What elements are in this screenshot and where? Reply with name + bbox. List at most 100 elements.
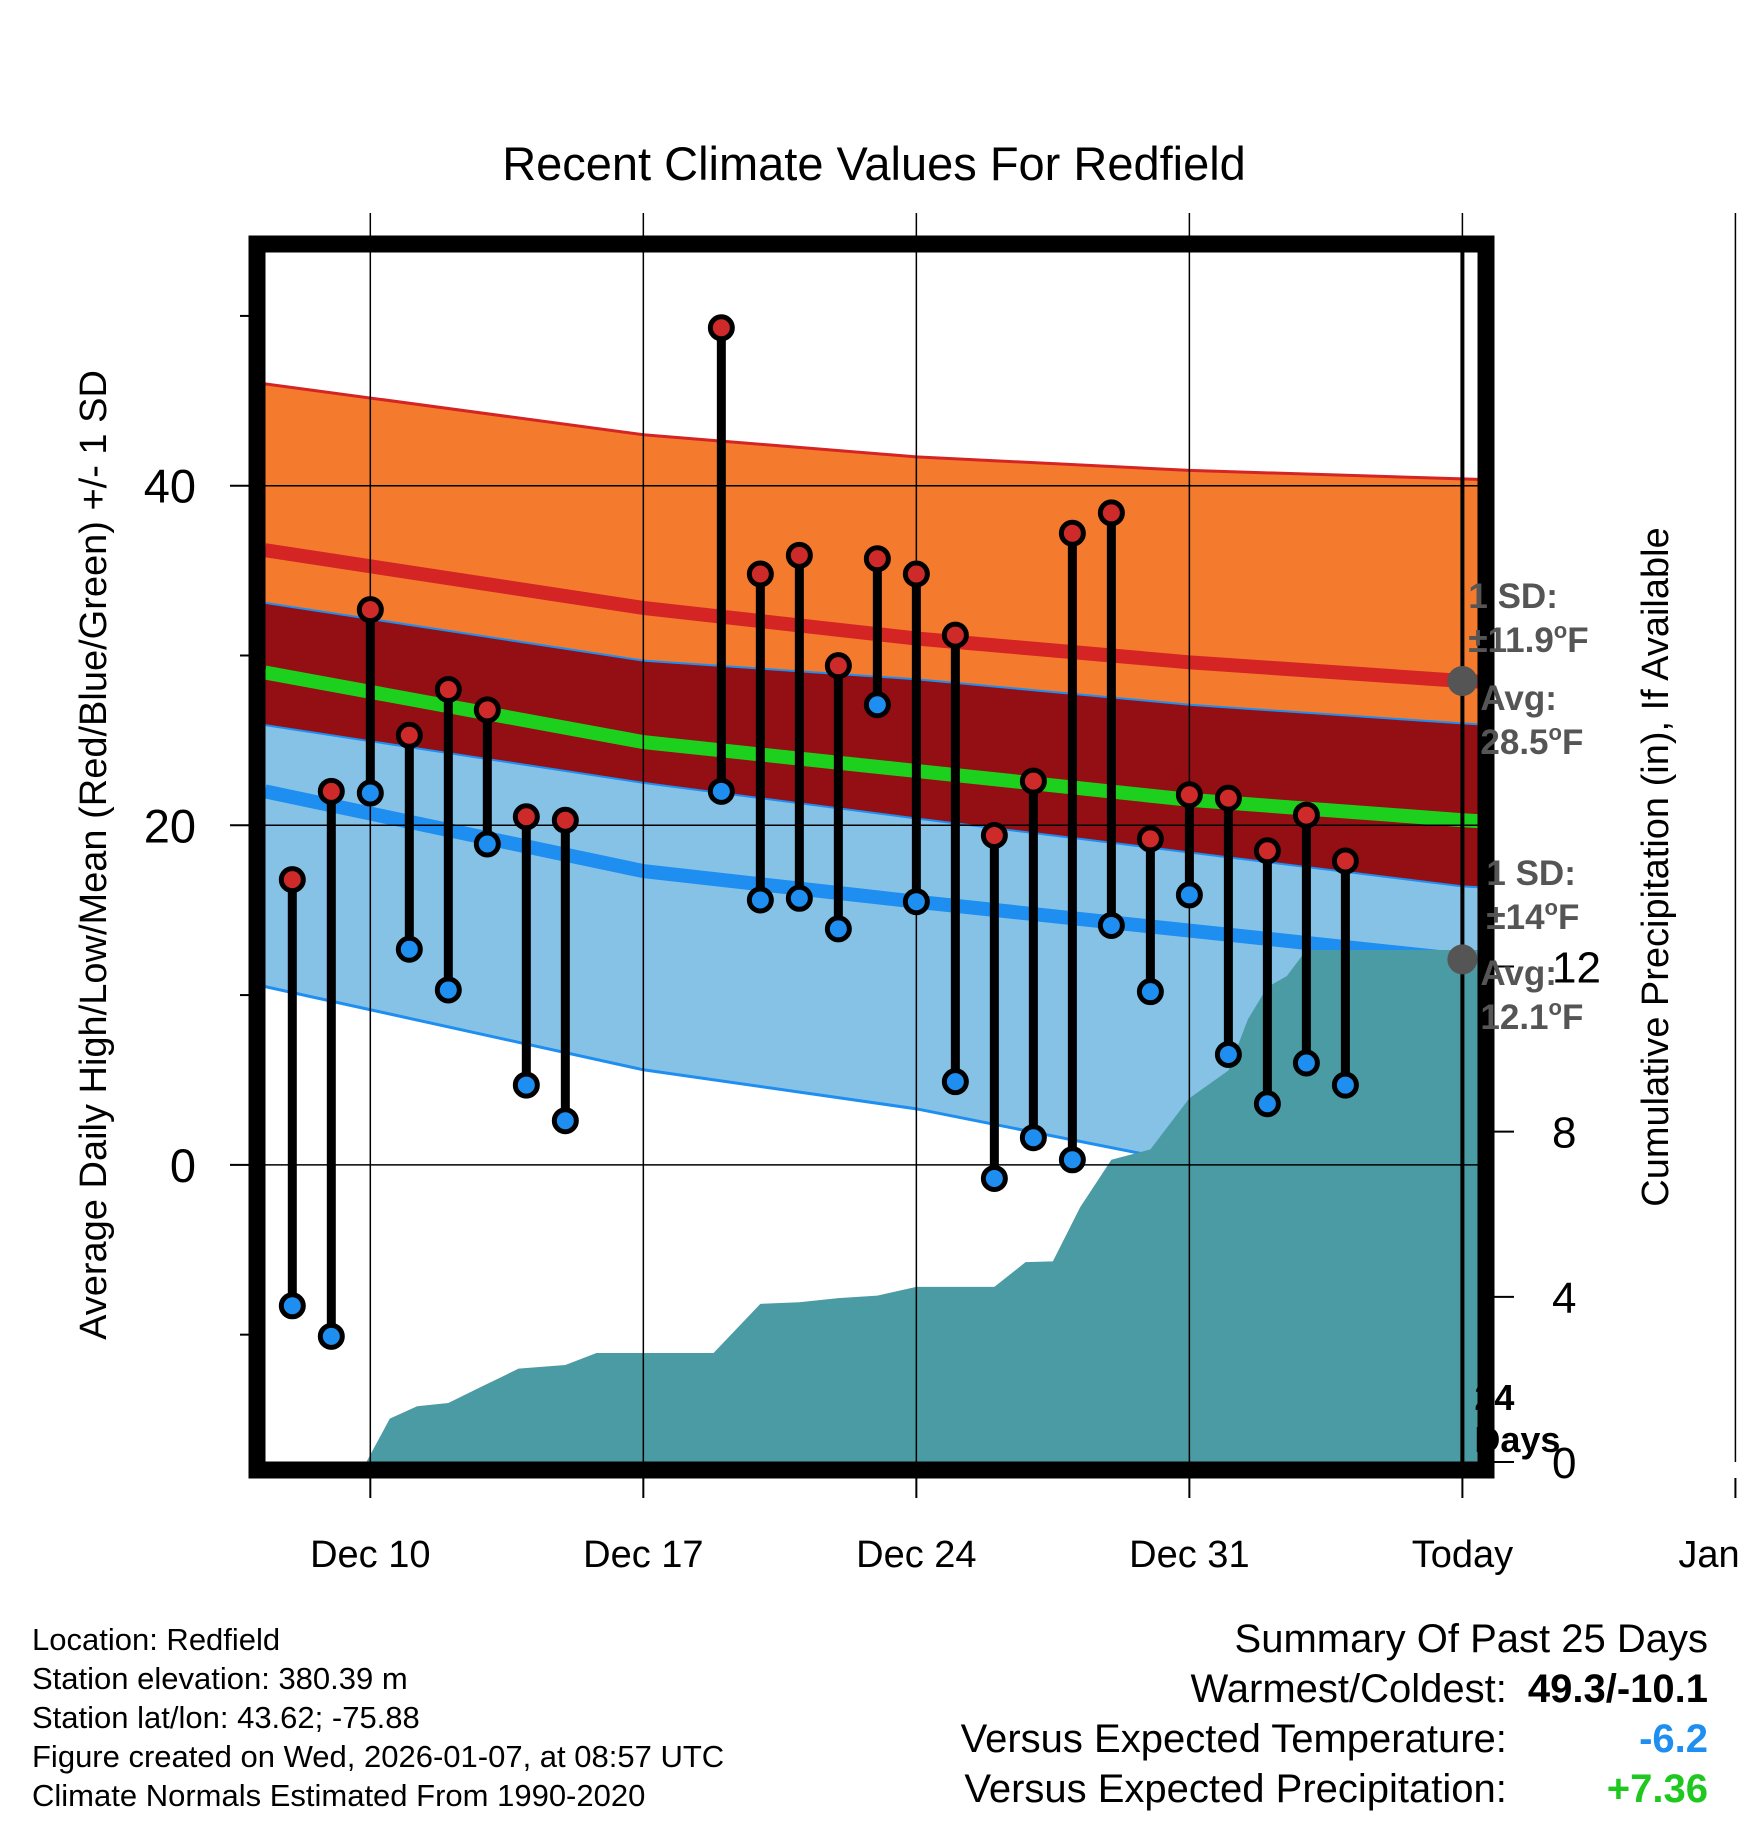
daily-high-point [1175, 781, 1203, 809]
daily-low-point [707, 777, 735, 805]
y2-axis-label: Cumulative Precipitation (in), If Availa… [1635, 527, 1677, 1206]
summary-warm-cold: Warmest/Coldest: 49.3/-10.1 [961, 1664, 1709, 1714]
climate-chart: Recent Climate Values For Redfield 24Day… [73, 137, 1748, 1600]
temp-label: Versus Expected Temperature: [960, 1717, 1507, 1761]
daily-high-point [1331, 847, 1359, 875]
daily-high-point [395, 721, 423, 749]
low-avg-marker [1447, 944, 1478, 975]
daily-high-point [824, 652, 852, 680]
daily-low-point [512, 1071, 540, 1099]
warm-cold-value: 49.3/-10.1 [1527, 1667, 1708, 1711]
y-tick-label: 40 [144, 460, 196, 513]
summary-title: Summary Of Past 25 Days [1234, 1617, 1708, 1661]
temp-value: -6.2 [1639, 1717, 1708, 1761]
daily-low-point [980, 1164, 1008, 1192]
daily-low-point [1097, 911, 1125, 939]
daily-low-point [1136, 978, 1164, 1006]
daily-low-point [356, 779, 384, 807]
created-text: Figure created on Wed, 2026-01-07, at 08… [32, 1739, 725, 1774]
high-avg-value: 28.5oF [1480, 720, 1583, 762]
precipitation-area [327, 949, 1478, 1462]
high-sd-value: ±11.9oF [1468, 618, 1588, 660]
warm-cold-label: Warmest/Coldest: [1190, 1667, 1507, 1711]
daily-low-point [746, 886, 774, 914]
daily-low-point [395, 935, 423, 963]
daily-low-point [1292, 1049, 1320, 1077]
y2-tick-label: 8 [1552, 1109, 1576, 1158]
high-avg-marker [1447, 665, 1478, 696]
daily-high-point [785, 541, 813, 569]
daily-low-point [902, 888, 930, 916]
daily-low-point [1058, 1146, 1086, 1174]
daily-high-point [434, 675, 462, 703]
high-avg-label: Avg: [1480, 679, 1556, 718]
daily-high-point [1019, 767, 1047, 795]
daily-low-point [941, 1068, 969, 1096]
summary-precipitation: Versus Expected Precipitation: +7.36 [961, 1764, 1708, 1814]
x-tick-label: Jan 14 [1678, 1534, 1748, 1576]
y2-tick-label: 12 [1552, 943, 1601, 992]
daily-low-point [1253, 1090, 1281, 1118]
daily-low-point [434, 976, 462, 1004]
axes: Dec 10 Dec 17 Dec 24 Dec 31 Today Jan 14 Day 0 2… [73, 314, 1748, 1600]
daily-high-point [512, 803, 540, 831]
location-text: Location: Redfield [32, 1622, 281, 1657]
daily-high-point [551, 806, 579, 834]
x-tick-label: Dec 10 [310, 1534, 430, 1576]
daily-high-point [707, 314, 735, 342]
daily-high-point [356, 596, 384, 624]
y2-tick-label: 4 [1552, 1274, 1576, 1323]
y-tick-label: 0 [170, 1139, 196, 1192]
daily-high-point [1292, 801, 1320, 829]
precip-value: +7.36 [1606, 1767, 1708, 1811]
normals-text: Climate Normals Estimated From 1990-2020 [32, 1778, 646, 1813]
low-sd-label: 1 SD: [1486, 854, 1575, 893]
daily-high-point [863, 545, 891, 573]
daily-high-point [1058, 519, 1086, 547]
y2-tick-label: 0 [1552, 1439, 1576, 1488]
plot-frame [248, 235, 1495, 1479]
daily-high-point [902, 560, 930, 588]
x-tick-label: Dec 17 [583, 1534, 703, 1576]
daily-high-point [473, 696, 501, 724]
daily-high-point [1214, 784, 1242, 812]
daily-low-point [863, 691, 891, 719]
summary-temperature: Versus Expected Temperature: -6.2 [961, 1714, 1708, 1764]
daily-high-point [1253, 837, 1281, 865]
chart-title: Recent Climate Values For Redfield [502, 137, 1246, 190]
daily-high-point [980, 821, 1008, 849]
high-sd-label: 1 SD: [1468, 577, 1557, 616]
daily-low-point [278, 1292, 306, 1320]
latlon-text: Station lat/lon: 43.62; -75.88 [32, 1700, 420, 1735]
daily-low-point [1175, 881, 1203, 909]
daily-high-point [746, 560, 774, 588]
daily-low-point [1214, 1041, 1242, 1069]
daily-high-point [1136, 825, 1164, 853]
x-tick-label: Dec 31 [1129, 1534, 1249, 1576]
daily-low-point [1019, 1124, 1047, 1152]
elevation-text: Station elevation: 380.39 m [32, 1661, 408, 1696]
y-axis-label: Average Daily High/Low/Mean (Red/Blue/Gr… [73, 370, 115, 1340]
daily-high-point [941, 621, 969, 649]
summary-panel: Summary Of Past 25 Days Warmest/Coldest:… [961, 1614, 1708, 1814]
daily-low-point [551, 1107, 579, 1135]
daily-high-point [317, 777, 345, 805]
daily-low-point [785, 884, 813, 912]
low-avg-value: 12.1oF [1480, 995, 1583, 1037]
station-info: Location: Redfield Station elevation: 38… [32, 1620, 724, 1815]
low-avg-label: Avg: [1480, 954, 1556, 993]
daily-high-point [1097, 499, 1125, 527]
daily-low-point [473, 830, 501, 858]
overlap-band [265, 602, 1478, 888]
x-tick-label: Dec 24 [856, 1534, 976, 1576]
low-sd-value: ±14oF [1486, 895, 1579, 937]
daily-high-point [278, 866, 306, 894]
y-tick-label: 20 [144, 799, 196, 852]
daily-low-point [824, 915, 852, 943]
precip-label: Versus Expected Precipitation: [964, 1767, 1507, 1811]
daily-low-point [1331, 1071, 1359, 1099]
x-axis-label: Day [838, 1594, 906, 1600]
x-tick-label: Today [1412, 1534, 1513, 1576]
